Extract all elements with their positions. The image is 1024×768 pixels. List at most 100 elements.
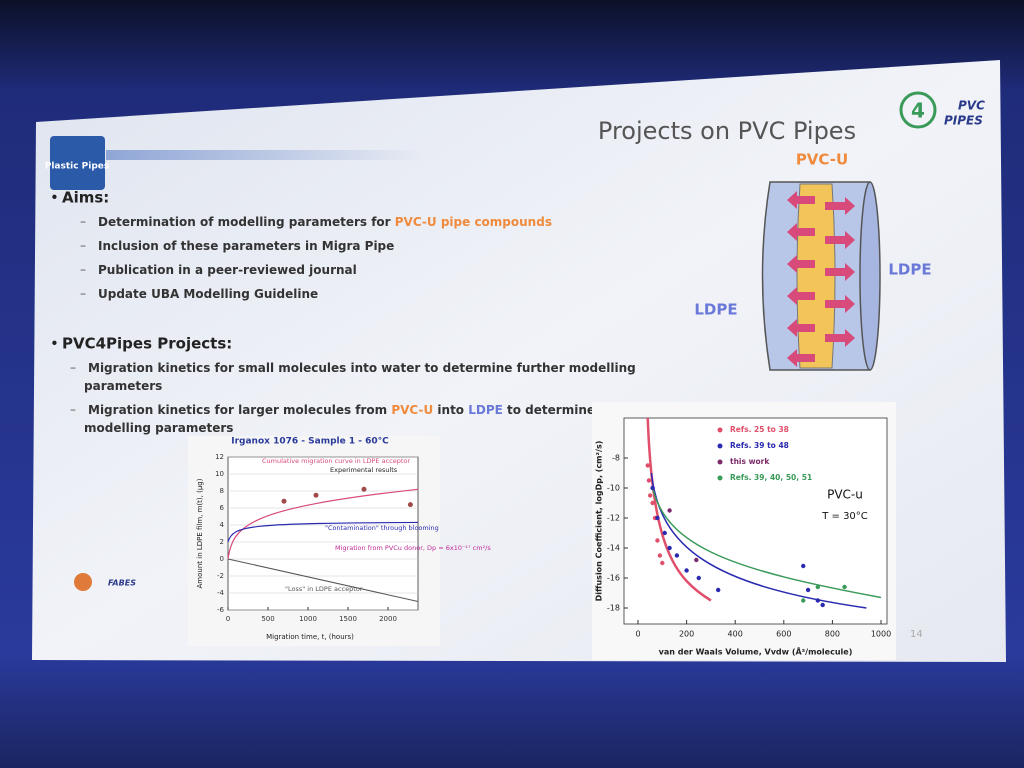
point — [815, 598, 821, 603]
y-tick-label: -12 — [607, 514, 620, 523]
item-line: Migration kinetics for larger molecules … — [88, 403, 647, 417]
pipe-diagram — [761, 181, 881, 371]
item-text: Migration kinetics for larger molecules … — [88, 403, 391, 417]
y-tick-label: -4 — [217, 589, 225, 597]
plot-area — [227, 456, 419, 611]
annotation: Migration from PVCu donor, Dp = 6x10⁻¹⁷ … — [335, 544, 491, 552]
point — [655, 515, 660, 521]
legend-label: Refs. 39 to 48 — [730, 441, 789, 450]
y-tick-label: 4 — [220, 521, 225, 529]
x-tick-label: 200 — [679, 630, 694, 639]
point — [801, 563, 806, 569]
point — [674, 553, 680, 558]
x-tick-label: 600 — [776, 630, 791, 639]
item-text: modelling parameters — [84, 421, 233, 435]
bullet-list: • Aims:– Determination of modelling parame… — [50, 189, 647, 435]
legend-marker — [717, 443, 723, 449]
x-tick-label: 0 — [635, 630, 640, 639]
y-tick-label: 2 — [220, 538, 224, 546]
x-tick-label: 400 — [728, 630, 743, 639]
dash: – — [80, 215, 86, 229]
y-tick-label: 10 — [215, 470, 224, 478]
point — [667, 508, 672, 513]
section-heading: PVC4Pipes Projects: — [62, 335, 232, 353]
logo-left-text: Plastic Pipes — [45, 162, 110, 172]
curve — [227, 488, 419, 560]
y-tick-label: -8 — [612, 454, 620, 463]
annotation: "Loss" in LDPE acceptor — [285, 585, 363, 593]
item-line: Update UBA Modelling Guideline — [98, 287, 318, 301]
item-text: Migration kinetics for small molecules i… — [88, 361, 636, 375]
x-tick-label: 0 — [226, 615, 230, 623]
y-tick-label: -16 — [607, 574, 620, 583]
partner-logo: FABES — [108, 579, 136, 588]
item-text: LDPE — [468, 403, 503, 417]
curve — [227, 521, 419, 543]
figure-right-plot: -8 -10 -12 -14 -16 -18 0 200 400 600 800 1000 Refs. … — [595, 417, 891, 657]
point — [655, 538, 660, 543]
bullet: • — [50, 189, 59, 207]
curve — [646, 417, 712, 602]
header-bar — [106, 150, 426, 160]
dash: – — [80, 239, 86, 253]
y-tick-label: -14 — [607, 544, 620, 553]
point — [407, 502, 413, 508]
annotation: Experimental results — [330, 466, 398, 474]
logo-left — [50, 136, 105, 190]
diagram-label: LDPE — [694, 301, 737, 319]
point — [667, 545, 672, 551]
annotation: "Contamination" through blooming — [325, 524, 439, 532]
point — [657, 553, 663, 558]
point — [281, 498, 287, 504]
point — [361, 486, 367, 492]
item-line: Inclusion of these parameters in Migra P… — [98, 239, 394, 253]
legend-label: this work — [730, 457, 770, 466]
curve — [227, 558, 419, 602]
item-line: parameters — [84, 379, 162, 393]
axis-label: Amount in LDPE film, m(t), (µg) — [196, 478, 204, 588]
point — [684, 568, 689, 573]
point — [820, 602, 825, 608]
point — [815, 584, 821, 590]
page-number: 14 — [910, 629, 923, 640]
logo-right-text: PVC — [958, 99, 985, 113]
item-text: parameters — [84, 379, 162, 393]
item-text: Update UBA Modelling Guideline — [98, 287, 318, 301]
y-tick-label: -18 — [607, 604, 620, 613]
y-tick-label: 6 — [220, 504, 225, 512]
curve — [651, 487, 882, 599]
item-line: Determination of modelling parameters fo… — [98, 215, 552, 229]
point — [696, 575, 701, 581]
axis-label: van der Waals Volume, Vvdw (Å³/molecule) — [659, 647, 853, 657]
point — [647, 493, 653, 498]
y-tick-label: -2 — [217, 572, 224, 580]
item-line: modelling parameters — [84, 421, 233, 435]
item-text: Inclusion of these parameters in Migra P… — [98, 239, 394, 253]
annotation: T = 30°C — [821, 511, 868, 522]
legend-label: Refs. 39, 40, 50, 51 — [730, 473, 812, 482]
item-text: PVC-U pipe compounds — [395, 215, 552, 229]
point — [650, 485, 655, 491]
y-tick-label: 0 — [220, 555, 224, 563]
legend-marker — [717, 475, 723, 481]
dash: – — [70, 403, 76, 417]
dash: – — [70, 361, 76, 375]
section-heading: Aims: — [62, 189, 109, 207]
point — [650, 500, 655, 506]
item-text: Determination of modelling parameters fo… — [98, 215, 395, 229]
x-tick-label: 1000 — [871, 630, 891, 639]
logo-right-text: PIPES — [944, 114, 983, 128]
point — [645, 463, 650, 468]
bullet: • — [50, 335, 59, 353]
logo-right-mark: 4 — [911, 99, 925, 123]
legend-marker — [717, 459, 723, 465]
dash: – — [80, 287, 86, 301]
point — [660, 560, 665, 566]
item-text: PVC-U — [391, 403, 433, 417]
axis-label: Diffusion Coefficient, logDp, (cm²/s) — [595, 441, 604, 602]
item-line: Publication in a peer-reviewed journal — [98, 263, 357, 277]
item-text: into — [433, 403, 468, 417]
item-line: Migration kinetics for small molecules i… — [88, 361, 636, 375]
